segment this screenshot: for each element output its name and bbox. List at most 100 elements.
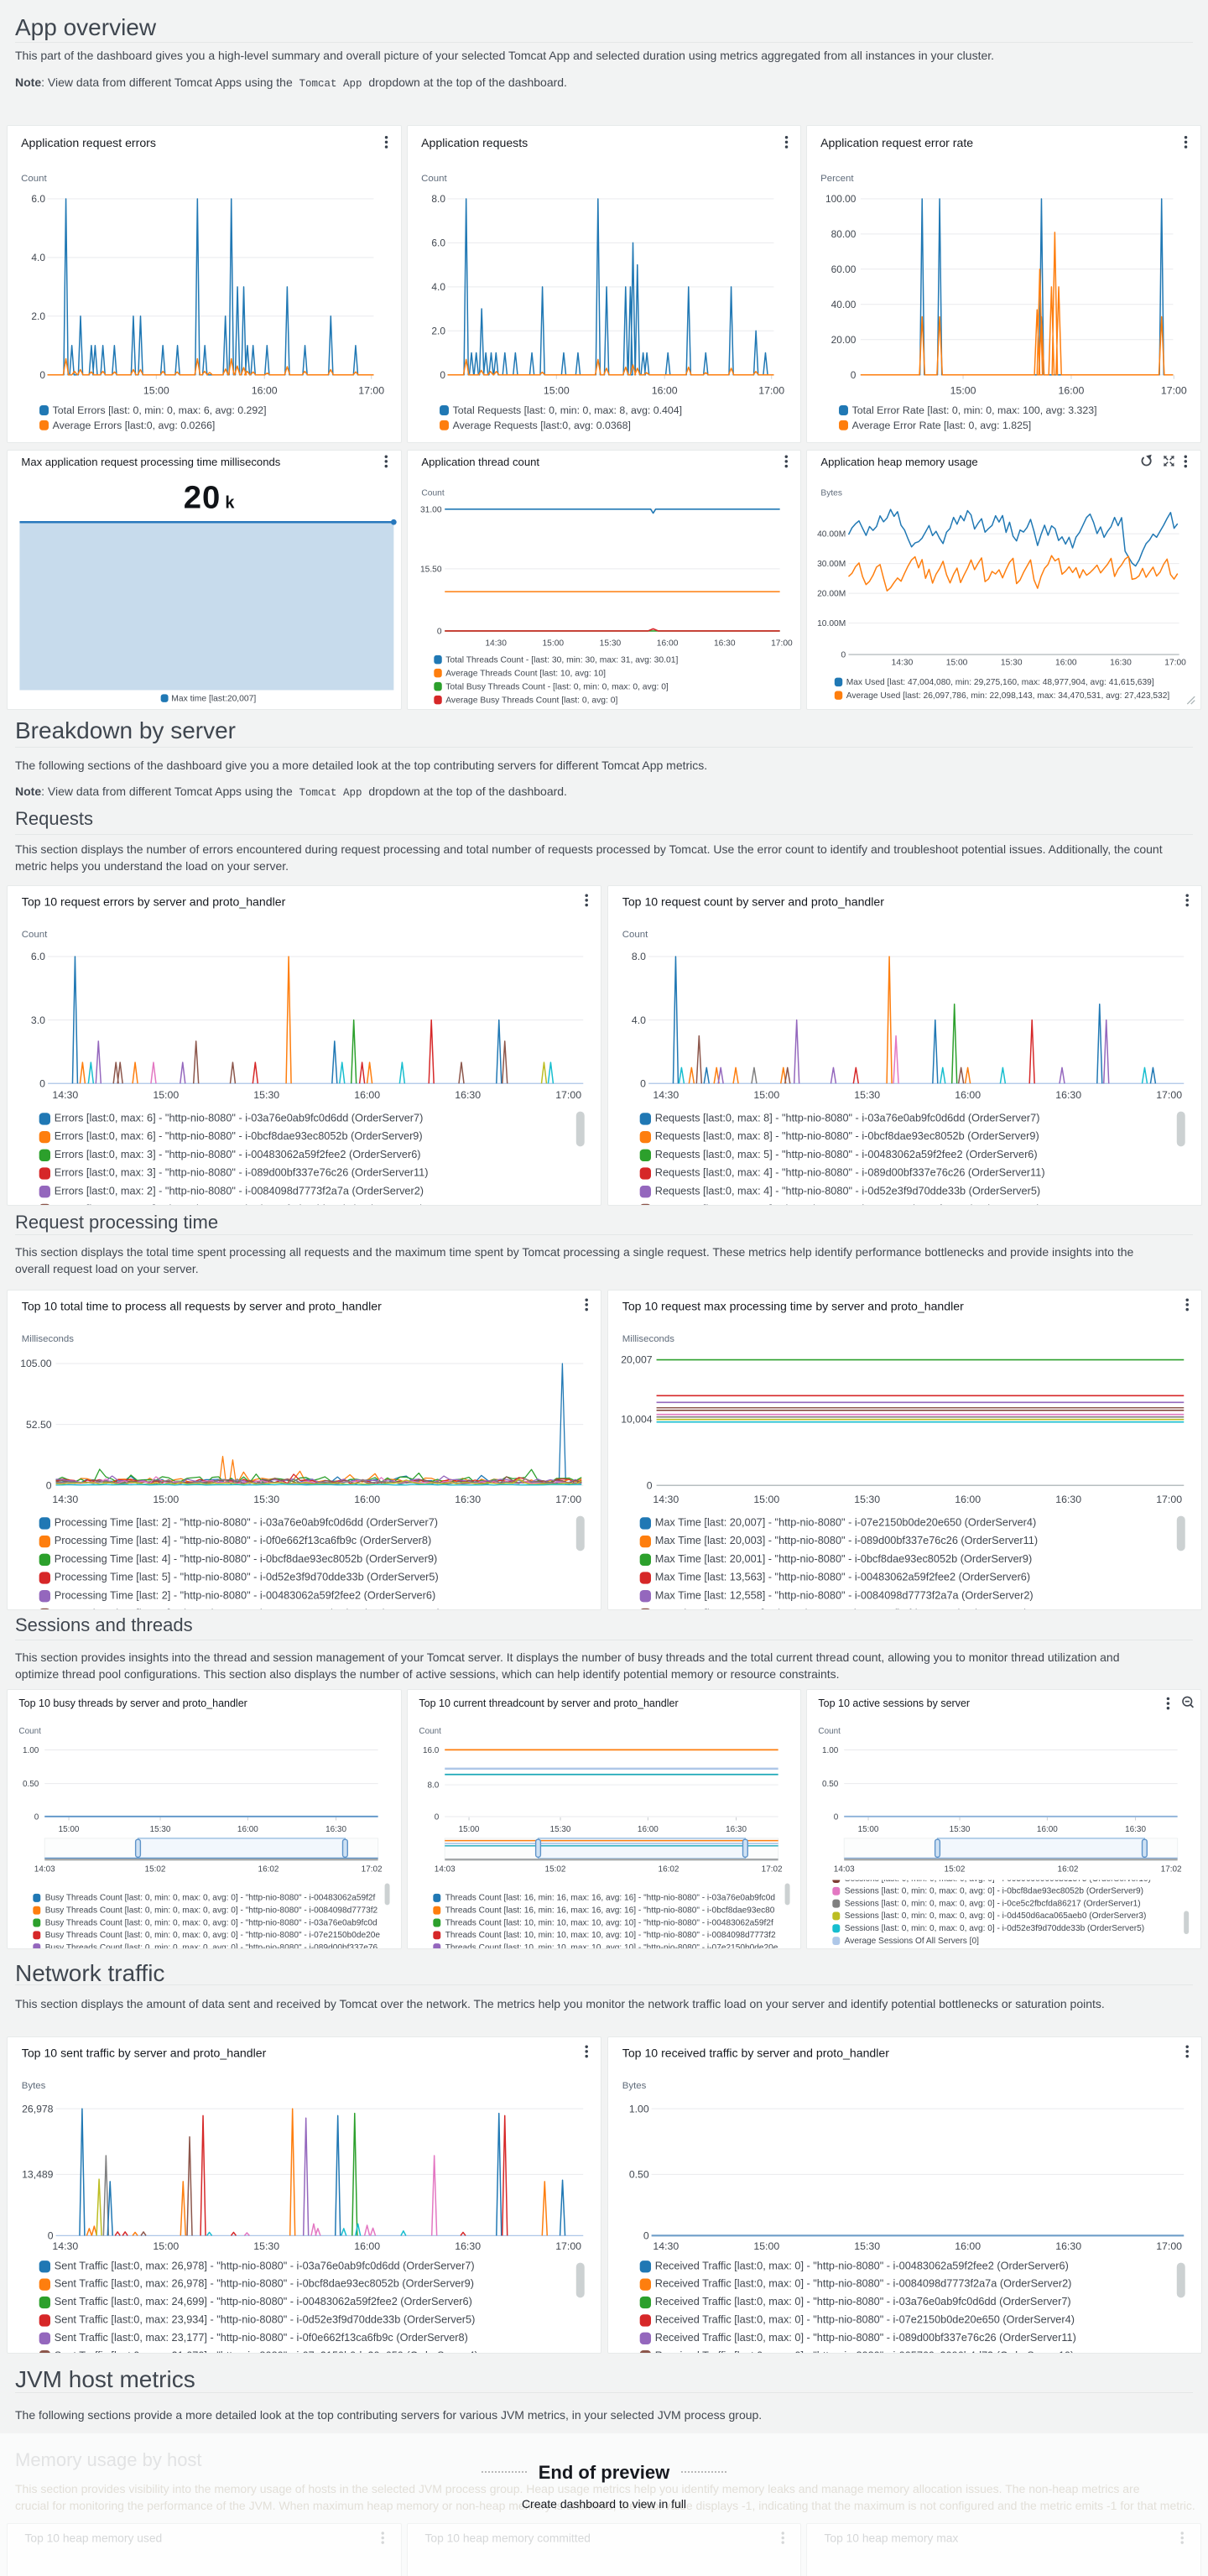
svg-text:17:00: 17:00 — [1156, 1089, 1182, 1101]
svg-text:Average Error Rate [last: 0, a: Average Error Rate [last: 0, avg: 1.825] — [852, 419, 1032, 430]
svg-text:0: 0 — [39, 368, 45, 380]
svg-text:Threads Count [last: 10, min:: Threads Count [last: 10, min: 10, max: 1… — [445, 1943, 778, 1949]
svg-text:20,007: 20,007 — [621, 1353, 653, 1365]
svg-text:0: 0 — [39, 1077, 45, 1089]
svg-text:Threads Count [last: 10, min:: Threads Count [last: 10, min: 10, max: 1… — [445, 1931, 775, 1940]
svg-text:4.0: 4.0 — [31, 252, 45, 263]
svg-text:Count: Count — [819, 1727, 841, 1736]
svg-text:Max application request proces: Max application request processing time … — [21, 455, 280, 467]
svg-text:16:02: 16:02 — [258, 1865, 279, 1875]
svg-text:14:03: 14:03 — [34, 1865, 55, 1875]
svg-text:Average Errors [last:0, avg: 0: Average Errors [last:0, avg: 0.0266] — [53, 419, 216, 430]
svg-text:Processing Time [last: 2] - "h: Processing Time [last: 2] - "http-nio-80… — [55, 1515, 438, 1528]
svg-text:Average Sessions Of All Server: Average Sessions Of All Servers [0] — [845, 1937, 979, 1946]
svg-text:15:30: 15:30 — [549, 1825, 570, 1834]
svg-text:Total Busy Threads Count - [la: Total Busy Threads Count - [last: 0, min… — [445, 682, 669, 691]
svg-text:Busy Threads Count [last: 0, m: Busy Threads Count [last: 0, min: 0, max… — [45, 1918, 378, 1927]
svg-text:Received Traffic [last:0, max:: Received Traffic [last:0, max: 0] - "htt… — [654, 2259, 1068, 2271]
svg-text:17:00: 17:00 — [358, 384, 384, 396]
svg-text:0: 0 — [834, 1812, 839, 1822]
svg-text:16:00: 16:00 — [638, 1825, 659, 1834]
svg-text:Average Requests [last:0, avg:: Average Requests [last:0, avg: 0.0368] — [452, 419, 630, 430]
svg-text:16:00: 16:00 — [657, 639, 679, 648]
svg-text:16:30: 16:30 — [1125, 1825, 1146, 1834]
svg-text:Count: Count — [419, 1727, 441, 1736]
svg-text:16:30: 16:30 — [455, 2240, 481, 2252]
svg-text:20.00: 20.00 — [831, 334, 857, 346]
svg-text:16:30: 16:30 — [1055, 2240, 1081, 2252]
svg-text:2.0: 2.0 — [431, 325, 445, 336]
svg-text:Sent Traffic [last:0, max: 26,: Sent Traffic [last:0, max: 26,978] - "ht… — [55, 2259, 475, 2271]
svg-text:16:30: 16:30 — [1110, 658, 1132, 667]
svg-text:40.00: 40.00 — [831, 299, 857, 310]
svg-text:0: 0 — [46, 1479, 52, 1491]
svg-text:Max Used [last: 47,004,080, mi: Max Used [last: 47,004,080, min: 29,275,… — [846, 678, 1154, 687]
svg-text:15:00: 15:00 — [542, 639, 564, 648]
svg-text:15:02: 15:02 — [945, 1865, 966, 1875]
svg-text:16:00: 16:00 — [354, 2240, 380, 2252]
svg-text:0: 0 — [434, 1812, 439, 1822]
svg-text:Top 10 heap memory used: Top 10 heap memory used — [24, 2531, 162, 2544]
svg-text:Sessions [last: 0, min: 0, max: Sessions [last: 0, min: 0, max: 0, avg: … — [845, 1911, 1147, 1921]
svg-text:40.00M: 40.00M — [817, 529, 846, 539]
svg-text:0: 0 — [851, 368, 857, 380]
svg-text:15:00: 15:00 — [153, 1089, 179, 1101]
svg-text:14:30: 14:30 — [52, 1494, 78, 1505]
svg-text:Application requests: Application requests — [421, 135, 528, 149]
svg-text:Percent: Percent — [820, 174, 854, 184]
svg-text:Sent Traffic [last:0, max: 23,: Sent Traffic [last:0, max: 23,177] - "ht… — [55, 2331, 468, 2344]
svg-text:Requests [last:0, max: 4] - "h: Requests [last:0, max: 4] - "http-nio-80… — [654, 1184, 1039, 1197]
svg-text:16:00: 16:00 — [1037, 1825, 1058, 1834]
svg-text:15:30: 15:30 — [253, 2240, 279, 2252]
svg-text:15:30: 15:30 — [1001, 658, 1023, 667]
svg-text:Errors [last:0, max: 6] - "htt: Errors [last:0, max: 6] - "http-nio-8080… — [55, 1129, 423, 1142]
svg-text:4.0: 4.0 — [631, 1014, 645, 1025]
svg-text:15:00: 15:00 — [858, 1825, 879, 1834]
svg-text:Processing Time [last: 2] - "h: Processing Time [last: 2] - "http-nio-80… — [55, 1588, 435, 1601]
svg-text:16:00: 16:00 — [354, 1089, 380, 1101]
svg-text:16:00: 16:00 — [651, 384, 677, 396]
svg-text:Processing Time [last: 4] - "h: Processing Time [last: 4] - "http-nio-80… — [55, 1534, 431, 1546]
svg-text:16:00: 16:00 — [252, 384, 278, 396]
svg-text:15:00: 15:00 — [753, 2240, 779, 2252]
svg-text:15:00: 15:00 — [946, 658, 968, 667]
svg-text:14:03: 14:03 — [834, 1865, 855, 1875]
svg-text:14:30: 14:30 — [653, 2240, 679, 2252]
svg-text:Threads Count [last: 10, min:: Threads Count [last: 10, min: 10, max: 1… — [445, 1918, 773, 1927]
svg-text:0.50: 0.50 — [822, 1780, 839, 1789]
svg-text:0.50: 0.50 — [23, 1780, 39, 1789]
svg-text:16:30: 16:30 — [714, 639, 736, 648]
svg-text:14:30: 14:30 — [52, 1089, 78, 1101]
svg-text:15:02: 15:02 — [544, 1865, 565, 1875]
svg-text:Errors [last:0, max: 2] - "htt: Errors [last:0, max: 2] - "http-nio-8080… — [55, 1184, 424, 1197]
svg-text:15:00: 15:00 — [59, 1825, 80, 1834]
svg-text:Total Requests [last: 0, min:: Total Requests [last: 0, min: 0, max: 8,… — [452, 404, 681, 416]
svg-text:3.0: 3.0 — [31, 1014, 45, 1025]
svg-text:15:00: 15:00 — [950, 384, 976, 396]
svg-text:Busy Threads Count [last: 0, m: Busy Threads Count [last: 0, min: 0, max… — [45, 1906, 378, 1915]
svg-text:Sent Traffic [last:0, max: 23,: Sent Traffic [last:0, max: 23,934] - "ht… — [55, 2313, 476, 2325]
svg-text:Max time [last:20,007]: Max time [last:20,007] — [171, 694, 256, 703]
svg-text:Total Errors [last: 0, min: 0,: Total Errors [last: 0, min: 0, max: 6, a… — [53, 404, 267, 416]
svg-text:Bytes: Bytes — [22, 2081, 46, 2091]
svg-text:Sent Traffic [last:0, max: 26,: Sent Traffic [last:0, max: 26,978] - "ht… — [55, 2277, 474, 2290]
svg-text:10,004: 10,004 — [621, 1413, 653, 1425]
svg-text:Requests [last:0, max: 5] - "h: Requests [last:0, max: 5] - "http-nio-80… — [654, 1147, 1037, 1160]
svg-text:16:30: 16:30 — [1055, 1494, 1081, 1505]
svg-text:Application request errors: Application request errors — [21, 135, 156, 149]
svg-text:15:30: 15:30 — [253, 1089, 279, 1101]
svg-text:15:00: 15:00 — [753, 1494, 779, 1505]
svg-text:Top 10 busy threads by server: Top 10 busy threads by server and proto_… — [18, 1697, 247, 1709]
svg-text:17:00: 17:00 — [1165, 658, 1187, 667]
svg-text:Max Time [last: 12,558] - "htt: Max Time [last: 12,558] - "http-nio-8080… — [654, 1588, 1033, 1601]
svg-text:17:00: 17:00 — [1161, 384, 1187, 396]
svg-text:Max Time [last: 11,678] - "htt: Max Time [last: 11,678] - "http-nio-8080… — [654, 1606, 1027, 1609]
svg-text:17:00: 17:00 — [771, 639, 793, 648]
svg-text:30.00M: 30.00M — [817, 560, 846, 569]
svg-text:16:30: 16:30 — [1055, 1089, 1081, 1101]
svg-text:15:00: 15:00 — [143, 384, 169, 396]
svg-text:15:00: 15:00 — [753, 1089, 779, 1101]
svg-text:Requests [last:0, max: 4] - "h: Requests [last:0, max: 4] - "http-nio-80… — [654, 1165, 1044, 1178]
svg-text:Sent Traffic [last:0, max: 24,: Sent Traffic [last:0, max: 24,699] - "ht… — [55, 2295, 472, 2307]
svg-text:Received Traffic [last:0, max:: Received Traffic [last:0, max: 0] - "htt… — [654, 2349, 1073, 2354]
